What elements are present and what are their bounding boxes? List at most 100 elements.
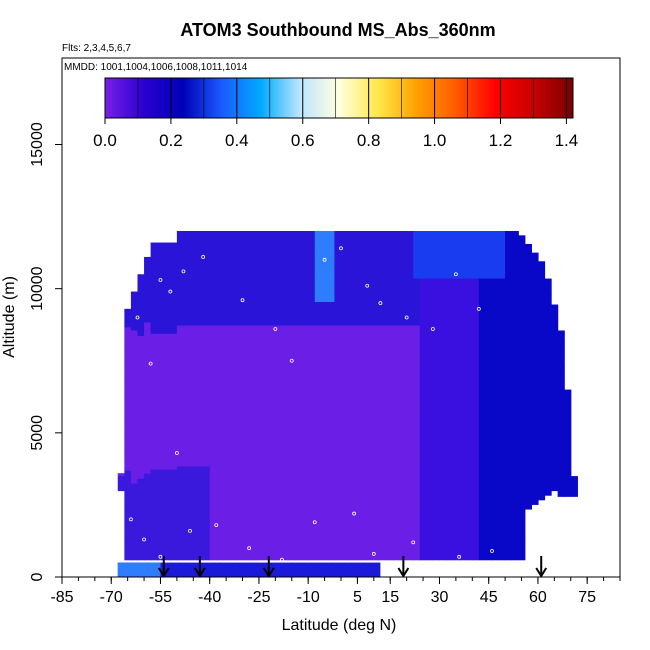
heatmap-cell xyxy=(564,442,572,452)
heatmap-cell xyxy=(216,254,224,279)
heatmap-cell xyxy=(242,512,250,537)
heatmap-cell xyxy=(413,418,421,443)
observation-point xyxy=(142,537,146,542)
heatmap-cell xyxy=(511,301,519,326)
heatmap-cell xyxy=(406,324,414,349)
heatmap-cell xyxy=(144,300,152,323)
heatmap-cell xyxy=(524,338,532,359)
heatmap-cell xyxy=(262,489,270,514)
heatmap-cell xyxy=(570,493,578,496)
heatmap-cell xyxy=(557,389,565,403)
heatmap-cell xyxy=(373,348,381,373)
heatmap-cell xyxy=(426,465,434,490)
heatmap-cell xyxy=(334,348,342,373)
heatmap-cell xyxy=(334,395,342,420)
heatmap-cell xyxy=(400,348,408,373)
heatmap-cell xyxy=(124,398,132,417)
heatmap-cell xyxy=(235,231,244,256)
heatmap-cell xyxy=(498,348,506,373)
heatmap-cell xyxy=(446,442,454,467)
heatmap-cell xyxy=(380,348,388,373)
heatmap-cell xyxy=(446,324,454,349)
heatmap-cell xyxy=(229,442,237,467)
heatmap-cell xyxy=(459,512,467,537)
heatmap-cell xyxy=(452,489,460,514)
heatmap-cell xyxy=(426,489,434,514)
heatmap-cell xyxy=(446,395,454,420)
x-tick-label: -25 xyxy=(247,589,270,606)
heatmap-cell xyxy=(537,329,546,348)
heatmap-cell xyxy=(360,348,368,373)
heatmap-cell xyxy=(150,423,158,448)
heatmap-cell xyxy=(505,418,513,443)
heatmap-cell xyxy=(203,536,211,561)
heatmap-cell xyxy=(216,371,224,396)
x-tick-label: 30 xyxy=(431,589,449,606)
heatmap-cell xyxy=(295,418,303,443)
heatmap-cell xyxy=(176,254,185,279)
heatmap-cell xyxy=(314,371,322,396)
heatmap-cell xyxy=(452,324,460,349)
heatmap-cell xyxy=(478,371,487,396)
y-tick-label: 0 xyxy=(29,572,46,581)
heatmap-cell xyxy=(196,348,204,373)
heatmap-cell xyxy=(176,371,185,396)
heatmap-cell xyxy=(393,254,401,279)
heatmap-cell xyxy=(367,489,375,514)
heatmap-cell xyxy=(432,442,441,467)
heatmap-cell xyxy=(564,397,572,406)
heatmap-cell xyxy=(537,312,546,331)
heatmap-cell xyxy=(491,418,500,443)
heatmap-cell xyxy=(190,489,198,514)
heatmap-cell xyxy=(413,301,421,326)
heatmap-cell xyxy=(406,536,414,561)
heatmap-cell xyxy=(268,442,276,467)
heatmap-cell xyxy=(531,486,539,505)
heatmap-cell xyxy=(544,340,552,357)
heatmap-cell xyxy=(216,418,224,443)
heatmap-cell xyxy=(406,254,414,279)
heatmap-cell xyxy=(373,536,381,561)
heatmap-cell xyxy=(341,301,349,326)
heatmap-cell xyxy=(262,418,270,443)
heatmap-cell xyxy=(295,324,303,349)
heatmap-cell xyxy=(439,324,447,349)
heatmap-cell xyxy=(373,231,381,256)
heatmap-cell xyxy=(314,231,322,256)
heatmap-cell xyxy=(439,418,447,443)
heatmap-cell xyxy=(446,465,454,490)
heatmap-cell xyxy=(163,401,171,425)
heatmap-cell xyxy=(491,231,500,256)
heatmap-cell xyxy=(465,418,473,443)
heatmap-cell xyxy=(341,395,349,420)
heatmap-cell xyxy=(419,536,427,561)
heatmap-cell xyxy=(117,476,125,479)
heatmap-cell xyxy=(400,231,408,256)
heatmap-cell xyxy=(551,331,559,345)
heatmap-cell xyxy=(314,348,322,373)
heatmap-cell xyxy=(393,371,401,396)
heatmap-cell xyxy=(196,418,204,443)
heatmap-cell xyxy=(386,231,395,256)
heatmap-cell xyxy=(551,304,559,319)
heatmap-cell xyxy=(341,277,349,303)
colorbar-gradient xyxy=(104,77,574,119)
heatmap-cell xyxy=(367,231,375,256)
colorbar-tick-label: 0.0 xyxy=(93,131,117,150)
heatmap-cell xyxy=(518,443,526,468)
heatmap-cell xyxy=(393,418,401,443)
heatmap-cell xyxy=(242,442,250,467)
heatmap-cell xyxy=(459,231,467,256)
heatmap-cell xyxy=(334,489,342,514)
heatmap-cell xyxy=(511,277,519,303)
heatmap-cell xyxy=(373,277,381,303)
heatmap-cell xyxy=(157,537,165,561)
heatmap-cell xyxy=(130,463,139,484)
heatmap-cell xyxy=(373,324,381,349)
heatmap-cell xyxy=(551,384,559,399)
heatmap-cell xyxy=(255,301,263,326)
heatmap-cell xyxy=(242,301,250,326)
heatmap-cell xyxy=(268,301,276,326)
heatmap-cell xyxy=(537,295,546,313)
heatmap-cell xyxy=(216,231,224,256)
